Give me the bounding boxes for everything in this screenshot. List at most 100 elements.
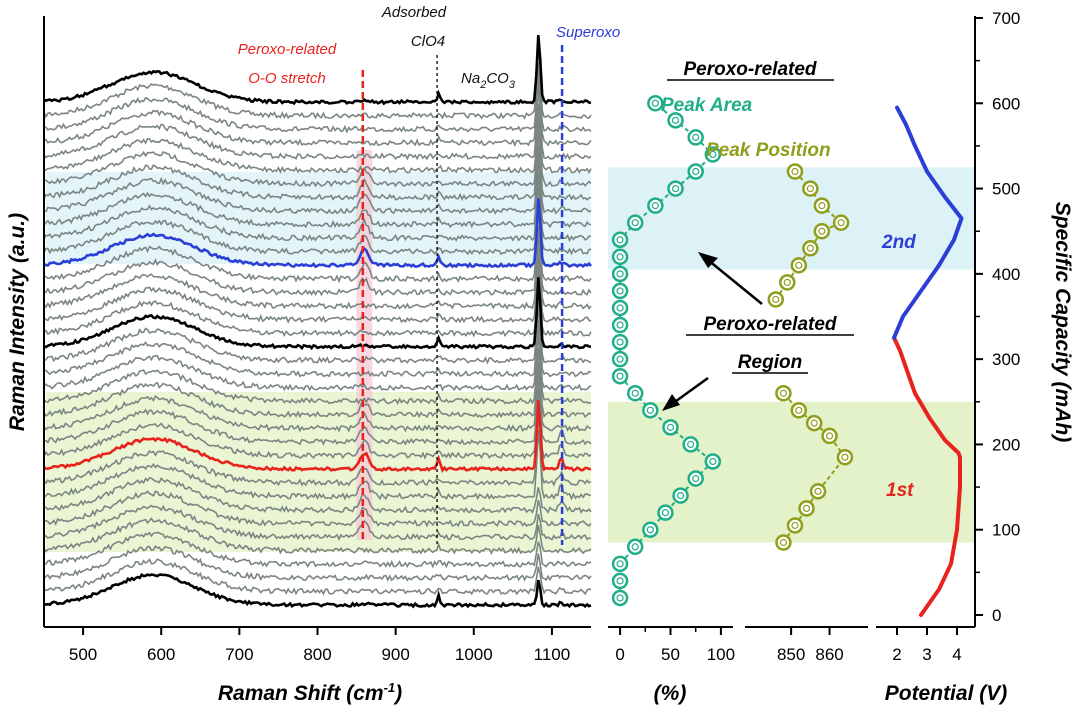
peroxo-stretch-label-2: O-O stretch — [248, 70, 326, 87]
peak-area-point-inner — [616, 560, 624, 568]
peak-area-point-inner — [616, 270, 624, 278]
peak-area-point — [611, 367, 629, 385]
capacity-y-tick-label: 500 — [992, 180, 1020, 199]
potential-curves — [892, 105, 964, 617]
peak-area-point — [611, 299, 629, 317]
capacity-y-tick-label: 300 — [992, 350, 1020, 369]
potential-panel: 2 3 4 0 100 200 300 400 500 600 700 Potential (V)… — [876, 9, 1074, 705]
spectrum — [43, 303, 592, 378]
peak-position-point — [798, 500, 815, 517]
peak-area-point — [611, 572, 629, 590]
spectrum — [43, 490, 592, 528]
peak-position-point — [775, 385, 792, 402]
capacity-bands — [46, 167, 975, 552]
peak-area-point-inner — [616, 338, 624, 346]
peak-area-point — [662, 419, 679, 436]
cycle-1st-label: 1st — [886, 480, 914, 501]
peak-area-x-label: (%) — [654, 682, 687, 705]
peak-area-point — [667, 112, 684, 129]
spectrum-highlight — [43, 277, 592, 351]
spectrum — [43, 103, 592, 175]
peak-area-point — [682, 436, 699, 453]
peak-position-point-inner — [802, 504, 811, 512]
spectrum — [43, 361, 592, 433]
peak-position-point-inner — [806, 184, 814, 193]
peak-area-point-inner — [646, 526, 654, 534]
peak-area-point-inner — [676, 492, 685, 500]
spectrum — [43, 319, 592, 392]
spectrum-highlight — [43, 198, 592, 269]
peak-position-point-inner — [810, 419, 818, 427]
capacity-y-tick-label: 600 — [992, 94, 1020, 113]
peak-position-point-inner — [779, 389, 788, 397]
peak-area-point-inner — [631, 543, 639, 551]
spectrum — [43, 144, 592, 215]
peak-position-point — [813, 197, 831, 214]
peak-area-x-ticks: 0 50 100 — [615, 627, 735, 664]
peak-area-series — [611, 95, 722, 607]
spectrum-highlight — [43, 573, 592, 609]
peak-position-point — [786, 163, 804, 180]
peak-position-label: Peak Position — [706, 140, 831, 161]
peak-area-point — [647, 95, 664, 112]
peak-area-point — [672, 487, 689, 504]
peak-area-point-inner — [616, 321, 624, 329]
peak-area-point — [611, 555, 629, 573]
raman-panel: 500 600 700 800 900 1000 1100 Raman Shift (cm-… — [6, 4, 620, 705]
spectrum — [43, 115, 592, 188]
peak-area-point — [611, 589, 629, 607]
peak-area-point-inner — [651, 202, 659, 210]
peak-position-point — [786, 517, 804, 534]
capacity-y-tick-label: 200 — [992, 435, 1020, 454]
raman-x-tick-label: 700 — [225, 645, 253, 664]
peak-area-point-inner — [692, 167, 700, 176]
peak-area-point-inner — [616, 236, 624, 244]
raman-blue-band — [46, 172, 591, 264]
spectrum — [43, 289, 592, 365]
peak-position-point-inner — [791, 167, 799, 176]
spectrum — [43, 504, 592, 541]
peak-position-point — [779, 274, 796, 291]
peak-area-point-inner — [646, 406, 654, 414]
peak-marker-lines — [361, 45, 564, 545]
cycle-2nd-label: 2nd — [881, 232, 916, 253]
peak-area-point-inner — [661, 509, 670, 517]
capacity-y-tick-label: 0 — [992, 606, 1001, 625]
raman-x-tick-label: 600 — [147, 645, 175, 664]
raman-y-label: Raman Intensity (a.u.) — [6, 213, 29, 431]
potential-x-label: Potential (V) — [885, 682, 1008, 705]
peak-area-point — [687, 129, 704, 146]
peak-position-point-inner — [841, 453, 849, 461]
peak-position-point — [809, 483, 827, 500]
peak-area-point — [611, 282, 629, 300]
peak-area-point-inner — [687, 440, 695, 449]
peak-area-point-inner — [631, 219, 639, 227]
potential-x-ticks: 2 3 4 — [892, 627, 962, 664]
peak-area-point-inner — [671, 184, 680, 193]
peak-area-point-inner — [666, 423, 675, 431]
potential-curve — [892, 335, 962, 617]
peak-position-point-inner — [814, 487, 822, 495]
peroxo-related-title: Peroxo-related — [683, 59, 816, 80]
spectrum — [43, 517, 592, 555]
peak-position-point — [802, 180, 819, 197]
raman-x-tick-label: 500 — [69, 645, 97, 664]
peak-area-point — [611, 350, 629, 368]
potential-x-tick-label: 3 — [922, 645, 931, 664]
spectrum — [43, 239, 592, 310]
peak-area-point-inner — [671, 116, 680, 124]
raman-x-tick-label: 1000 — [455, 645, 493, 664]
spectrum — [43, 477, 592, 514]
peak-position-point — [790, 257, 808, 274]
peak-area-point — [704, 146, 722, 163]
peak-position-point — [775, 534, 792, 551]
peak-area-point — [611, 265, 629, 283]
peak-area-point — [647, 197, 664, 214]
peak-area-point — [687, 470, 704, 487]
peak-area-point-inner — [692, 133, 700, 141]
spectrum — [43, 130, 592, 202]
peak-area-point-inner — [616, 304, 624, 312]
peak-area-point — [626, 214, 644, 231]
raman-x-tick-label: 800 — [303, 645, 331, 664]
peak-area-point-inner — [631, 389, 639, 397]
